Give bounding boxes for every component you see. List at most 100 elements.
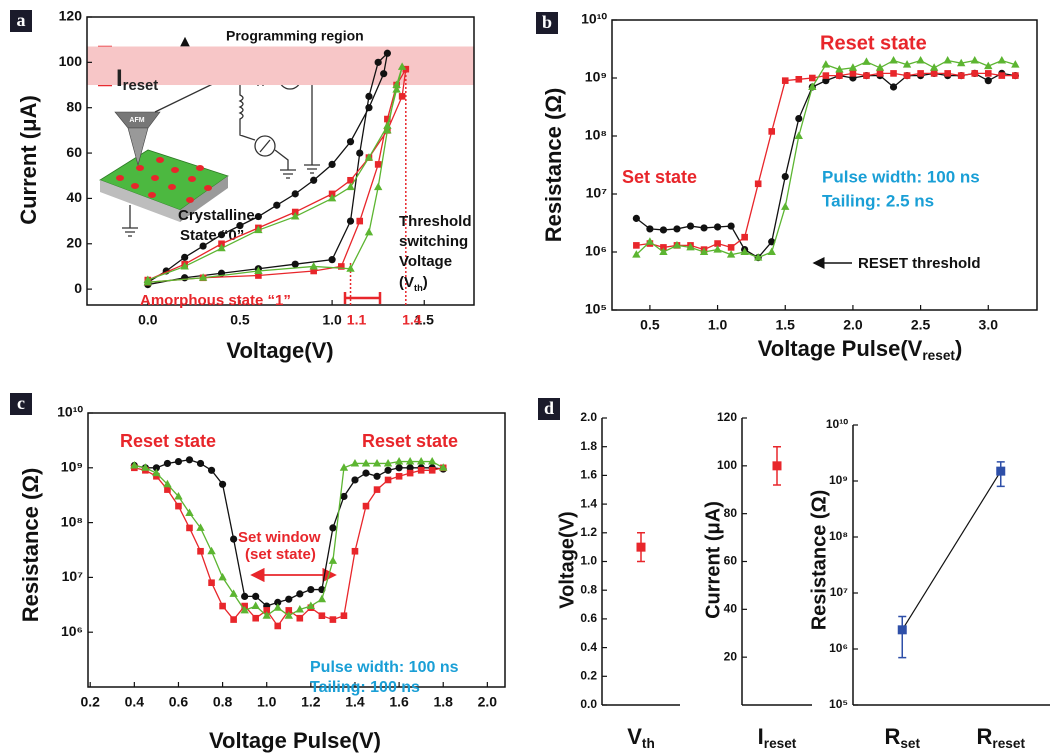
point <box>255 272 262 279</box>
point <box>329 524 337 532</box>
point <box>821 60 831 68</box>
point <box>196 523 205 531</box>
point <box>754 180 762 188</box>
point <box>645 237 655 245</box>
point <box>659 226 668 234</box>
point <box>795 114 803 123</box>
x-category-label-part: reset <box>764 736 797 751</box>
point <box>889 83 898 91</box>
point <box>971 70 979 77</box>
point <box>660 244 667 251</box>
plot-frame <box>611 19 1038 311</box>
point <box>875 63 885 71</box>
point <box>714 240 721 247</box>
point <box>291 190 299 198</box>
point <box>632 250 641 258</box>
amorphous-range <box>343 292 382 304</box>
point <box>890 70 897 77</box>
point <box>903 72 911 79</box>
point <box>781 172 789 181</box>
x-category-label-part: reset <box>992 736 1025 751</box>
point <box>835 65 844 73</box>
y-tick-label: 40 <box>724 602 738 616</box>
y-tick-label: 60 <box>66 144 82 160</box>
point <box>405 457 415 465</box>
point <box>217 231 226 239</box>
point <box>997 56 1007 64</box>
point <box>726 250 736 258</box>
point <box>328 256 336 264</box>
point <box>889 56 898 64</box>
point <box>285 607 293 614</box>
annotation-part: reset <box>123 78 159 94</box>
point <box>175 502 182 510</box>
point <box>741 233 748 241</box>
point <box>163 459 172 468</box>
x-tick-label: 1.6 <box>389 694 409 710</box>
point <box>383 458 393 467</box>
point <box>713 223 722 231</box>
point <box>636 542 646 552</box>
point <box>310 176 318 184</box>
point <box>241 592 249 601</box>
point <box>153 472 160 480</box>
annotation: switching <box>399 233 468 250</box>
y-tick-label: 10⁷ <box>62 568 84 584</box>
point <box>395 472 403 480</box>
point <box>273 603 282 611</box>
point <box>727 244 735 251</box>
x-tick-label: 1.2 <box>301 694 321 710</box>
y-axis-label: Resistance (Ω) <box>18 468 43 623</box>
point <box>196 459 205 468</box>
point <box>943 56 952 64</box>
annotation: Crystalline <box>178 207 255 224</box>
annotation: Set window <box>238 529 321 546</box>
point <box>822 72 830 79</box>
x-axis-label: Voltage(V) <box>226 338 333 363</box>
annotation: Pulse width: 100 ns <box>822 167 980 186</box>
point <box>996 466 1006 476</box>
x-tick-label: 3.0 <box>979 317 999 333</box>
point <box>365 104 373 112</box>
point <box>794 131 803 139</box>
connector <box>901 470 1002 631</box>
point <box>306 601 316 610</box>
panel-letter: d <box>544 398 554 418</box>
panel-letter: a <box>17 10 26 30</box>
point <box>795 75 803 83</box>
y-tick-label: 0.6 <box>580 611 597 625</box>
point <box>383 125 392 134</box>
y-tick-label: 10¹⁰ <box>57 404 83 420</box>
point <box>296 614 304 622</box>
point <box>207 466 216 474</box>
x-tick-label: 1.4 <box>345 694 365 710</box>
point <box>229 589 238 597</box>
point <box>917 70 924 77</box>
point <box>1011 60 1020 68</box>
annotation: Reset state <box>362 431 458 451</box>
point <box>329 616 337 623</box>
point <box>392 80 401 89</box>
annotation-part: th <box>414 283 423 293</box>
x-axis-label: Voltage Pulse(Vreset) <box>758 336 963 363</box>
point <box>186 524 193 532</box>
y-tick-label: 10⁷ <box>830 585 848 599</box>
point <box>346 217 355 225</box>
point <box>700 224 708 232</box>
x-axis-label-part: Voltage Pulse(V <box>758 336 923 361</box>
point <box>284 611 293 619</box>
point <box>310 267 317 275</box>
x-category-label-part: th <box>642 736 655 751</box>
x-tick-label: 0.0 <box>138 312 158 328</box>
point <box>141 463 150 471</box>
y-tick-label: 40 <box>66 189 82 205</box>
y-tick-label: 120 <box>59 8 83 24</box>
point <box>781 202 790 210</box>
point <box>339 463 349 471</box>
annotation-part: ) <box>423 274 428 291</box>
y-tick-label: 10⁹ <box>829 473 848 487</box>
afm-label: AFM <box>129 117 144 124</box>
y-tick-label: 0.4 <box>580 640 597 654</box>
point <box>930 70 938 77</box>
point <box>180 261 189 270</box>
